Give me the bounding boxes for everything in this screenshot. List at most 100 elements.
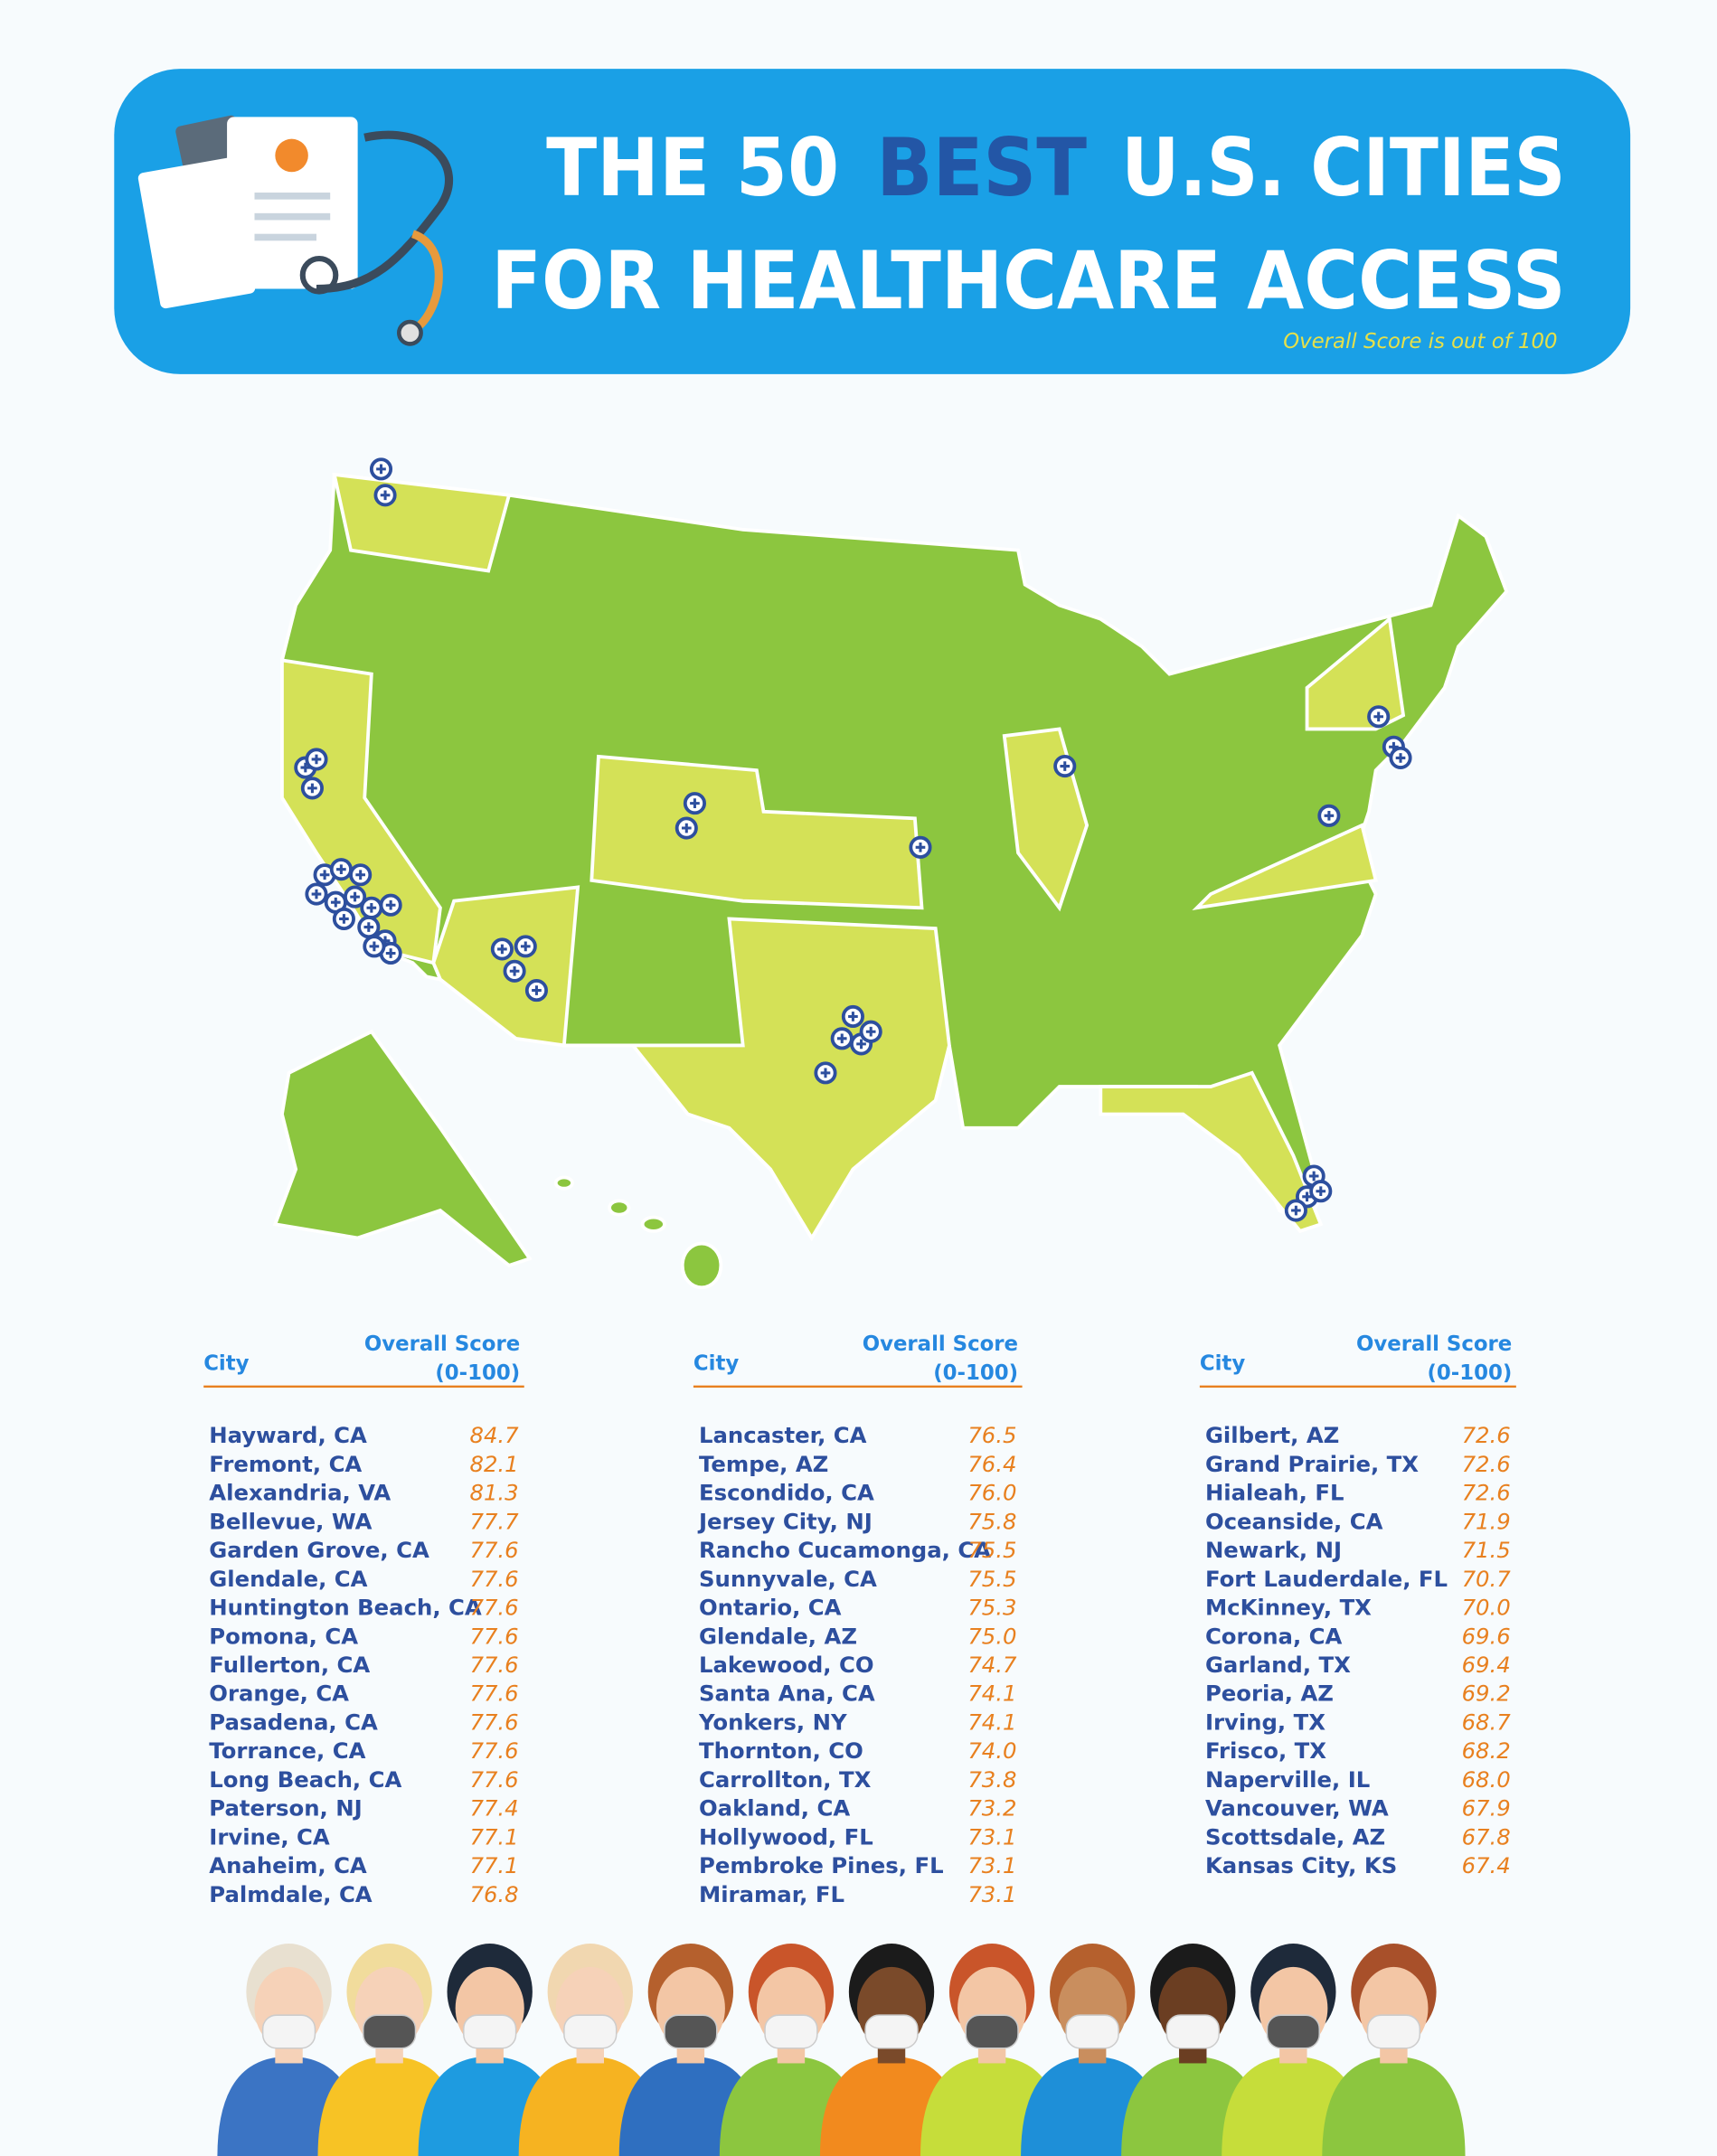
city-name: Scottsdale, AZ xyxy=(1205,1823,1385,1850)
city-name: Peoria, AZ xyxy=(1205,1681,1334,1707)
city-score: 73.2 xyxy=(967,1795,1016,1822)
city-score: 74.1 xyxy=(967,1709,1016,1735)
city-score: 75.0 xyxy=(967,1623,1016,1649)
marker-plus xyxy=(681,823,692,833)
city-name: Fullerton, CA xyxy=(209,1652,370,1678)
marker-plus xyxy=(532,985,542,995)
city-name: Corona, CA xyxy=(1205,1623,1343,1649)
city-score: 68.7 xyxy=(1462,1709,1512,1735)
city-name: Hollywood, FL xyxy=(699,1823,873,1850)
city-score: 77.6 xyxy=(469,1652,518,1678)
marker xyxy=(1317,804,1341,827)
marker xyxy=(841,1004,864,1029)
marker-plus xyxy=(336,864,346,874)
city-score: 68.2 xyxy=(1462,1737,1511,1764)
title-part: U.S. CITIES xyxy=(1121,121,1565,214)
city-name: Pasadena, CA xyxy=(209,1709,378,1735)
city-name: Santa Ana, CA xyxy=(699,1681,875,1707)
city-score: 77.6 xyxy=(469,1595,518,1621)
marker-plus xyxy=(380,490,391,501)
marker xyxy=(357,916,381,939)
marker xyxy=(349,863,373,887)
title-line: FOR HEALTHCARE ACCESS xyxy=(491,234,1565,327)
marker xyxy=(490,937,514,961)
city-name: Torrance, CA xyxy=(209,1737,365,1764)
city-score: 77.6 xyxy=(469,1766,518,1793)
subtitle-note: Overall Score is out of 100 xyxy=(1283,330,1557,353)
marker xyxy=(859,1020,882,1043)
person-mask xyxy=(965,2014,1019,2049)
city-name: Paterson, NJ xyxy=(209,1795,362,1822)
marker xyxy=(324,890,347,914)
title-highlight: BEST xyxy=(876,121,1087,214)
marker xyxy=(1053,754,1077,778)
header-icon xyxy=(137,115,454,346)
city-score: 70.7 xyxy=(1462,1566,1512,1592)
marker-plus xyxy=(1373,711,1384,722)
person-mask xyxy=(764,2014,818,2049)
city-name: Irvine, CA xyxy=(209,1823,330,1850)
people-illustration xyxy=(217,1944,1466,2156)
marker-plus xyxy=(350,891,360,902)
city-score: 72.6 xyxy=(1462,1451,1511,1477)
city-score: 84.7 xyxy=(469,1422,519,1448)
marker xyxy=(360,896,383,919)
city-name: Jersey City, NJ xyxy=(697,1508,873,1534)
city-name: Escondido, CA xyxy=(699,1480,874,1506)
marker xyxy=(830,1027,854,1050)
city-name: Hialeah, FL xyxy=(1205,1480,1344,1506)
city-score: 77.6 xyxy=(469,1623,518,1649)
city-score: 67.4 xyxy=(1462,1852,1511,1878)
city-score: 77.6 xyxy=(469,1566,518,1592)
marker-plus xyxy=(319,870,330,880)
city-score: 68.0 xyxy=(1462,1766,1511,1793)
marker-plus xyxy=(355,870,365,880)
marker xyxy=(1367,705,1391,729)
city-score: 67.9 xyxy=(1462,1795,1511,1822)
city-score: 72.6 xyxy=(1462,1480,1511,1506)
marker xyxy=(503,959,526,983)
city-name: Yonkers, NY xyxy=(698,1709,847,1735)
marker-plus xyxy=(369,941,380,952)
marker xyxy=(344,885,367,909)
city-score: 71.9 xyxy=(1462,1508,1511,1534)
city-score: 74.1 xyxy=(967,1681,1016,1707)
marker xyxy=(332,907,355,931)
city-name: Miramar, FL xyxy=(699,1881,844,1907)
marker-plus xyxy=(848,1012,858,1022)
city-score: 75.5 xyxy=(967,1566,1016,1592)
marker xyxy=(524,979,548,1003)
city-name: Kansas City, KS xyxy=(1205,1852,1397,1878)
marker xyxy=(369,457,393,481)
city-name: Bellevue, WA xyxy=(209,1508,372,1534)
city-name: Palmdale, CA xyxy=(209,1881,373,1907)
marker-plus xyxy=(366,902,377,913)
score-range: (0-100) xyxy=(933,1361,1018,1385)
marker xyxy=(1309,1180,1333,1203)
city-name: Garland, TX xyxy=(1205,1652,1351,1678)
city-score: 75.8 xyxy=(967,1508,1016,1534)
person-mask xyxy=(1165,2014,1220,2049)
city-name: Huntington Beach, CA xyxy=(209,1595,482,1621)
city-score: 77.7 xyxy=(469,1508,519,1534)
score-header: Overall Score xyxy=(1356,1332,1512,1356)
marker xyxy=(363,935,386,958)
marker xyxy=(1389,746,1412,769)
marker xyxy=(675,816,698,840)
city-name: Lakewood, CO xyxy=(699,1652,874,1678)
marker-plus xyxy=(1316,1186,1326,1197)
marker-plus xyxy=(915,842,926,852)
city-name: Naperville, IL xyxy=(1205,1766,1370,1793)
marker-plus xyxy=(385,899,396,910)
city-score: 73.1 xyxy=(967,1852,1016,1878)
city-score: 75.5 xyxy=(967,1537,1016,1563)
marker xyxy=(305,748,328,771)
city-score: 77.6 xyxy=(469,1737,518,1764)
city-header: City xyxy=(1200,1352,1245,1376)
marker xyxy=(814,1061,837,1085)
city-name: Grand Prairie, TX xyxy=(1205,1451,1419,1477)
city-score: 74.0 xyxy=(967,1737,1016,1764)
person-mask xyxy=(362,2014,417,2049)
marker-plus xyxy=(690,798,700,808)
